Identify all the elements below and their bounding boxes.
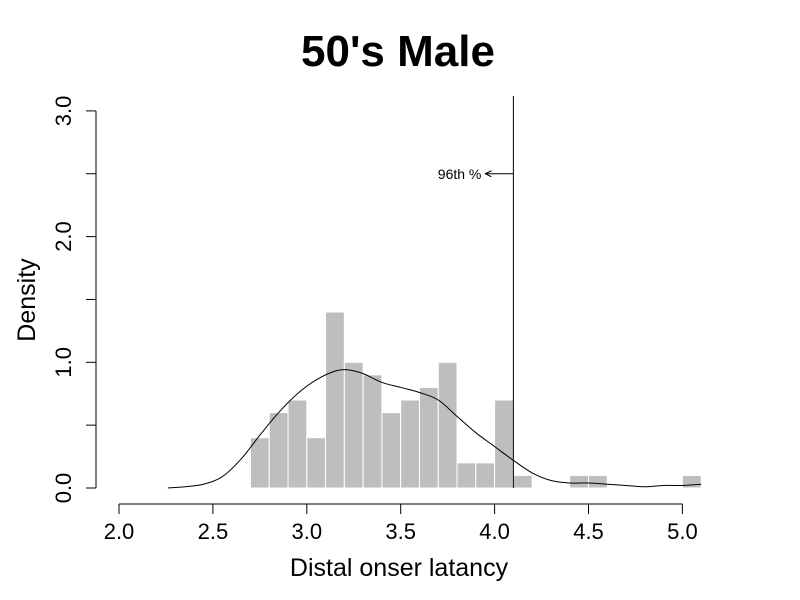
percentile-arrow	[484, 170, 514, 178]
histogram-bar	[681, 474, 702, 489]
histogram-bar	[456, 462, 477, 489]
y-tick-label: 0.0	[51, 473, 76, 504]
histogram-bar	[569, 474, 589, 489]
histogram-bar	[362, 374, 383, 489]
histogram-bar	[400, 399, 420, 489]
histogram-bar	[249, 437, 270, 489]
x-tick-label: 4.5	[573, 519, 604, 544]
histogram-bar	[343, 361, 364, 489]
histogram-bar	[381, 412, 402, 489]
percentile-annotation: 96th %	[438, 166, 482, 182]
histogram-bar	[306, 437, 327, 489]
histogram-bar	[268, 412, 289, 489]
x-tick-label: 2.5	[198, 519, 229, 544]
arrow-head	[484, 170, 492, 178]
x-tick-label: 5.0	[667, 519, 698, 544]
histogram-bar	[494, 399, 514, 489]
chart-title: 50's Male	[301, 27, 495, 76]
histogram-bar	[588, 474, 608, 489]
histogram-bar	[475, 462, 496, 489]
y-tick-label: 3.0	[51, 96, 76, 127]
y-axis: 0.0 1.0 2.0 3.0	[51, 96, 97, 504]
x-tick-label: 3.0	[292, 519, 323, 544]
y-axis-label: Density	[13, 258, 41, 342]
y-tick-label: 1.0	[51, 347, 76, 378]
x-axis: 2.0 2.5 3.0 3.5 4.0 4.5 5.0	[104, 503, 698, 544]
x-tick-label: 3.5	[385, 519, 416, 544]
histogram-bar	[512, 474, 533, 489]
histogram-bar	[287, 399, 308, 489]
density-curve	[167, 369, 702, 489]
histogram-bar	[418, 386, 439, 489]
x-axis-label: Distal onser latancy	[290, 554, 509, 582]
y-tick-label: 2.0	[51, 221, 76, 252]
histogram-bar	[325, 311, 345, 489]
histogram-bars	[249, 311, 702, 489]
histogram-bar	[437, 361, 458, 489]
x-tick-label: 4.0	[479, 519, 510, 544]
x-tick-label: 2.0	[104, 519, 135, 544]
